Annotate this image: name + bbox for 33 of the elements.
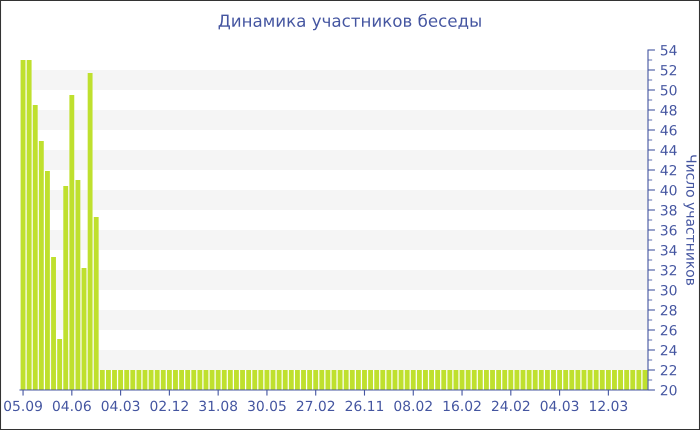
x-tick-label: 30.05 bbox=[248, 400, 286, 412]
x-tick-label: 05.09 bbox=[4, 400, 42, 412]
y-tick-label: 54 bbox=[660, 45, 677, 56]
y-tick-label: 24 bbox=[660, 344, 677, 356]
y-tick-label: 38 bbox=[660, 204, 677, 216]
x-tick-label: 04.03 bbox=[102, 400, 140, 412]
y-tick-label: 40 bbox=[660, 184, 677, 196]
y-tick-label: 20 bbox=[660, 384, 677, 396]
x-tick-label: 26.11 bbox=[346, 400, 384, 412]
y-tick-label: 26 bbox=[660, 324, 677, 336]
x-tick-label: 16.02 bbox=[444, 400, 481, 412]
y-tick-label: 36 bbox=[660, 224, 677, 236]
y-tick-label: 42 bbox=[660, 164, 676, 176]
y-tick-label: 32 bbox=[660, 264, 676, 276]
y-tick-label: 52 bbox=[660, 64, 676, 76]
x-tick-label: 02.12 bbox=[150, 400, 188, 412]
y-tick-label: 34 bbox=[660, 244, 677, 256]
x-tick-label: 04.06 bbox=[52, 400, 91, 412]
x-tick-label: 24.02 bbox=[492, 400, 530, 412]
y-axis-title: Число участников bbox=[683, 155, 696, 286]
chart-title: Динамика участников беседы bbox=[218, 14, 481, 30]
y-tick-label: 50 bbox=[660, 84, 677, 96]
y-tick-label: 30 bbox=[660, 284, 677, 296]
y-tick-label: 44 bbox=[660, 145, 677, 156]
x-tick-label: 08.02 bbox=[394, 400, 432, 412]
x-tick-label: 27.02 bbox=[296, 400, 334, 412]
x-tick-label: 12.03 bbox=[590, 400, 628, 412]
y-tick-label: 22 bbox=[660, 364, 676, 376]
y-tick-label: 46 bbox=[660, 124, 677, 136]
y-tick-label: 48 bbox=[660, 104, 677, 116]
x-tick-label: 31.08 bbox=[199, 400, 238, 412]
x-tick-label: 04.03 bbox=[540, 400, 578, 412]
y-tick-label: 28 bbox=[660, 304, 677, 316]
